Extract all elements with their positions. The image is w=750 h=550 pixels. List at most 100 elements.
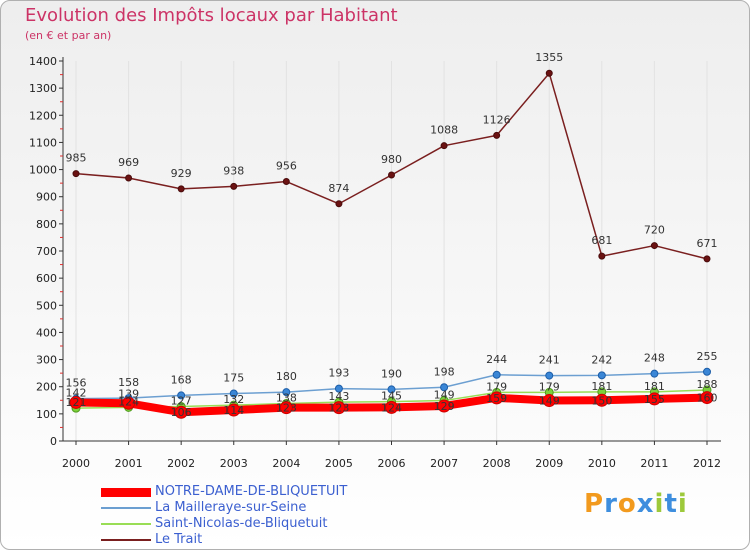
x-tick-label: 2012 bbox=[693, 457, 721, 470]
data-label: 980 bbox=[381, 153, 402, 166]
data-label: 142 bbox=[66, 386, 87, 399]
y-tick-label: 1200 bbox=[29, 109, 57, 122]
data-point bbox=[490, 391, 504, 405]
data-point bbox=[703, 255, 711, 263]
data-point bbox=[282, 178, 290, 186]
data-label: 143 bbox=[328, 390, 349, 403]
data-label: 132 bbox=[223, 393, 244, 406]
data-label: 255 bbox=[697, 350, 718, 363]
data-label: 138 bbox=[276, 392, 297, 405]
data-label: 139 bbox=[118, 387, 139, 400]
data-label: 671 bbox=[697, 237, 718, 250]
data-point bbox=[282, 388, 291, 397]
x-tick-label: 2010 bbox=[588, 457, 616, 470]
data-label: 1355 bbox=[535, 51, 563, 64]
logo-letter: t bbox=[664, 489, 678, 519]
data-point bbox=[388, 171, 395, 179]
data-label: 129 bbox=[434, 400, 455, 413]
data-label: 175 bbox=[223, 372, 244, 385]
x-tick-label: 2005 bbox=[325, 457, 353, 470]
data-label: 159 bbox=[486, 392, 507, 405]
x-tick-label: 2000 bbox=[62, 457, 90, 470]
x-tick-label: 2007 bbox=[430, 457, 458, 470]
x-tick-label: 2006 bbox=[378, 457, 406, 470]
chart-title: Evolution des Impôts locaux par Habitant bbox=[25, 5, 398, 26]
data-point bbox=[545, 371, 554, 380]
data-point bbox=[703, 367, 711, 376]
data-label: 168 bbox=[171, 373, 192, 386]
data-point bbox=[387, 385, 396, 394]
legend-swatch bbox=[101, 487, 151, 497]
logo-letter: o bbox=[617, 489, 637, 519]
data-point bbox=[125, 174, 133, 182]
data-point bbox=[122, 396, 136, 410]
data-point bbox=[279, 401, 293, 415]
data-label: 114 bbox=[223, 404, 244, 417]
x-tick-label: 2001 bbox=[115, 457, 143, 470]
data-label: 124 bbox=[118, 395, 139, 408]
data-point bbox=[597, 371, 606, 380]
data-point bbox=[229, 389, 238, 398]
y-tick-label: 800 bbox=[36, 218, 57, 231]
data-point bbox=[542, 394, 556, 408]
data-point bbox=[598, 252, 606, 260]
data-point bbox=[650, 242, 658, 250]
data-point bbox=[440, 142, 448, 150]
y-tick-label: 700 bbox=[36, 245, 57, 258]
data-point bbox=[335, 200, 343, 208]
data-label: 160 bbox=[697, 392, 718, 405]
data-label: 155 bbox=[644, 393, 665, 406]
data-label: 181 bbox=[644, 380, 665, 393]
data-point bbox=[492, 370, 501, 379]
data-label: 181 bbox=[591, 380, 612, 393]
legend-swatch bbox=[101, 523, 151, 525]
data-point bbox=[177, 185, 185, 193]
legend-label: Le Trait bbox=[155, 532, 203, 547]
data-label: 123 bbox=[328, 402, 349, 415]
data-label: 127 bbox=[171, 395, 192, 408]
data-point bbox=[493, 131, 501, 139]
data-label: 180 bbox=[276, 370, 297, 383]
y-tick-label: 100 bbox=[36, 408, 57, 421]
data-label: 956 bbox=[276, 160, 297, 173]
data-label: 121 bbox=[66, 396, 87, 409]
legend-label: NOTRE-DAME-DE-BLIQUETUIT bbox=[155, 484, 348, 499]
data-point bbox=[650, 369, 659, 378]
data-point bbox=[230, 182, 238, 190]
data-label: 106 bbox=[171, 406, 192, 419]
data-point bbox=[385, 400, 398, 414]
data-label: 938 bbox=[223, 164, 244, 177]
data-point bbox=[545, 69, 553, 77]
data-label: 241 bbox=[539, 354, 560, 367]
y-tick-label: 1100 bbox=[29, 136, 57, 149]
data-label: 929 bbox=[171, 167, 192, 180]
data-label: 242 bbox=[591, 353, 612, 366]
x-tick-label: 2003 bbox=[220, 457, 248, 470]
data-point bbox=[440, 383, 449, 392]
logo-letter: x bbox=[636, 489, 655, 519]
legend-label: La Mailleraye-sur-Seine bbox=[155, 500, 307, 515]
data-point bbox=[72, 170, 80, 178]
data-point bbox=[177, 391, 186, 400]
y-tick-label: 1300 bbox=[29, 82, 57, 95]
data-label: 1126 bbox=[483, 113, 511, 126]
data-label: 150 bbox=[591, 394, 612, 407]
legend-swatch bbox=[101, 539, 151, 541]
data-label: 969 bbox=[118, 156, 139, 169]
y-tick-label: 400 bbox=[36, 326, 57, 339]
x-tick-label: 2002 bbox=[167, 457, 195, 470]
data-label: 179 bbox=[486, 380, 507, 393]
data-point bbox=[332, 401, 346, 415]
data-point bbox=[647, 392, 661, 406]
x-tick-label: 2011 bbox=[640, 457, 668, 470]
y-tick-label: 500 bbox=[36, 299, 57, 312]
x-tick-label: 2009 bbox=[535, 457, 563, 470]
data-label: 158 bbox=[118, 376, 139, 389]
data-label: 124 bbox=[381, 401, 402, 414]
data-label: 149 bbox=[539, 395, 560, 408]
y-tick-label: 200 bbox=[36, 381, 57, 394]
y-tick-label: 600 bbox=[36, 272, 57, 285]
data-label: 156 bbox=[66, 377, 87, 390]
